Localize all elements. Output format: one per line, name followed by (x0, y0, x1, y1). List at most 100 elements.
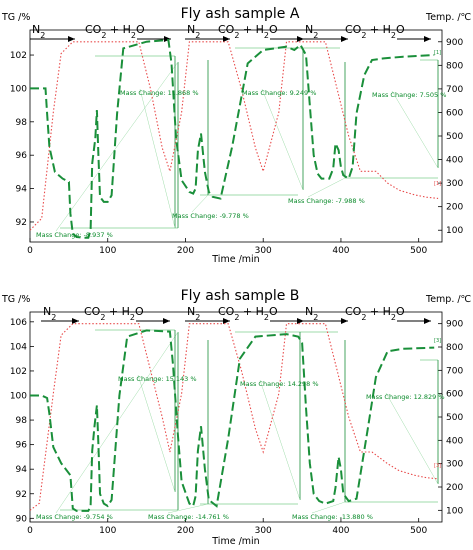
mass-change-annotations: Mass Change: -8.937 % Mass Change: 11.868… (36, 89, 446, 239)
mass-change-leader (261, 88, 304, 191)
y2-tick-label: 900 (446, 320, 463, 330)
atmosphere-label: N2 (187, 305, 200, 322)
temperature-series (29, 41, 439, 231)
atmosphere-label: CO2 + H2O (345, 23, 405, 40)
y2-axis-label: Temp. /℃ (425, 12, 472, 23)
x-tick-label: 500 (410, 246, 427, 256)
mass-change-leader (385, 392, 439, 485)
x-tick-label: 500 (410, 526, 427, 536)
chart-panel-a: Fly ash sample A TG /% Temp. /℃ 0 100 200 3… (1, 6, 472, 265)
y2-tick-label: 100 (446, 226, 463, 236)
y-tick-label: 96 (16, 441, 28, 451)
temperature-series (29, 323, 439, 511)
mass-change-leader (259, 379, 301, 501)
x-tick-label: 300 (255, 526, 272, 536)
x-tick-label: 300 (255, 246, 272, 256)
mass-change-label: Mass Change: -7.988 % (288, 197, 365, 205)
y2-axis-label: Temp. /℃ (425, 294, 472, 305)
ticks: 0 100 200 300 400 500 92 94 96 98 100 102 100 200 300 4… (10, 38, 464, 256)
x-axis-label: Time /min (211, 254, 259, 265)
y2-tick-label: 800 (446, 343, 463, 353)
y-tick-label: 92 (16, 218, 27, 228)
y2-tick-label: 700 (446, 85, 463, 95)
series-tag-tg: [3] (434, 338, 441, 344)
y2-tick-label: 400 (446, 436, 463, 446)
x-tick-label: 200 (177, 246, 194, 256)
atmosphere-label: N2 (32, 23, 45, 40)
mass-change-label: Mass Change: 7.505 % (372, 91, 446, 99)
atmosphere-label: CO2 + H2O (218, 305, 278, 322)
atmosphere-label: N2 (43, 305, 56, 322)
y-axis-label: TG /% (1, 294, 30, 305)
y2-tick-label: 600 (446, 108, 463, 118)
mass-change-lines (55, 47, 439, 232)
mass-change-lines (55, 329, 439, 514)
atmosphere-label: N2 (305, 23, 318, 40)
mass-change-leader (167, 503, 209, 514)
y-axis-label: TG /% (1, 12, 30, 23)
x-tick-label: 200 (177, 526, 194, 536)
atmosphere-label: CO2 + H2O (84, 305, 144, 322)
mass-change-label: Mass Change: -14.761 % (148, 513, 229, 521)
y2-tick-label: 200 (446, 483, 463, 493)
x-tick-label: 400 (332, 526, 349, 536)
y2-tick-label: 500 (446, 132, 463, 142)
mass-change-label: Mass Change: 11.868 % (120, 89, 199, 97)
y-tick-label: 102 (10, 51, 27, 61)
chart-title: Fly ash sample A (181, 6, 300, 22)
x-tick-label: 100 (99, 246, 116, 256)
series-tag-temp: [1] (434, 181, 441, 187)
y-tick-label: 104 (10, 342, 27, 352)
y2-tick-label: 300 (446, 460, 463, 470)
y-tick-label: 98 (16, 118, 28, 128)
y2-tick-label: 200 (446, 203, 463, 213)
mass-change-label: Mass Change: -9.778 % (172, 212, 249, 220)
mass-change-leader (191, 194, 209, 213)
mass-change-leader (391, 90, 439, 169)
series-tag-tg: [1] (434, 50, 441, 56)
y-tick-label: 94 (16, 465, 28, 475)
chart-title: Fly ash sample B (181, 288, 300, 304)
mass-change-label: Mass Change: 12.829 % (366, 393, 445, 401)
y2-tick-label: 600 (446, 390, 463, 400)
mass-change-leader (137, 374, 176, 493)
atmosphere-labels: N2 CO2 + H2O N2 CO2 + H2O N2 CO2 + H2O (30, 23, 431, 42)
y-tick-label: 106 (10, 318, 27, 328)
x-tick-label: 400 (332, 246, 349, 256)
atmosphere-label: CO2 + H2O (345, 305, 405, 322)
x-tick-label: 0 (27, 526, 33, 536)
atmosphere-label: CO2 + H2O (218, 23, 278, 40)
mass-change-label: Mass Change: 9.249 % (242, 89, 316, 97)
y-tick-label: 102 (10, 367, 27, 377)
mass-change-label: Mass Change: -8.937 % (36, 231, 113, 239)
y-tick-label: 100 (10, 392, 27, 402)
atmosphere-label: N2 (187, 23, 200, 40)
ticks: 0 100 200 300 400 500 90 92 94 96 98 100 102 104 106 10… (10, 318, 464, 536)
y2-tick-label: 300 (446, 179, 463, 189)
y-tick-label: 90 (16, 514, 28, 524)
chart-panel-b: Fly ash sample B TG /% Temp. /℃ 0 100 200 3… (1, 288, 472, 547)
y2-tick-label: 400 (446, 156, 463, 166)
tg-series (30, 38, 435, 239)
y-tick-label: 94 (16, 185, 28, 195)
y2-tick-label: 900 (446, 38, 463, 48)
y-tick-label: 96 (16, 151, 28, 161)
mass-change-label: Mass Change: -9.754 % (36, 513, 113, 521)
mass-change-label: Mass Change: -13.880 % (292, 513, 373, 521)
y2-tick-label: 100 (446, 506, 463, 516)
atmosphere-label: CO2 + H2O (85, 23, 145, 40)
mass-change-leader (307, 177, 346, 198)
mass-change-leader (311, 501, 346, 514)
y-tick-label: 98 (16, 416, 28, 426)
atmosphere-label: N2 (305, 305, 318, 322)
y-tick-label: 92 (16, 490, 27, 500)
mass-change-label: Mass Change: 15.143 % (118, 375, 197, 383)
x-axis-label: Time /min (211, 536, 259, 547)
y2-tick-label: 700 (446, 366, 463, 376)
mass-change-annotations: Mass Change: -9.754 % Mass Change: 15.143… (36, 375, 445, 521)
y2-tick-label: 500 (446, 413, 463, 423)
y-tick-label: 100 (10, 84, 27, 94)
y2-tick-label: 800 (446, 61, 463, 71)
x-tick-label: 0 (27, 246, 33, 256)
